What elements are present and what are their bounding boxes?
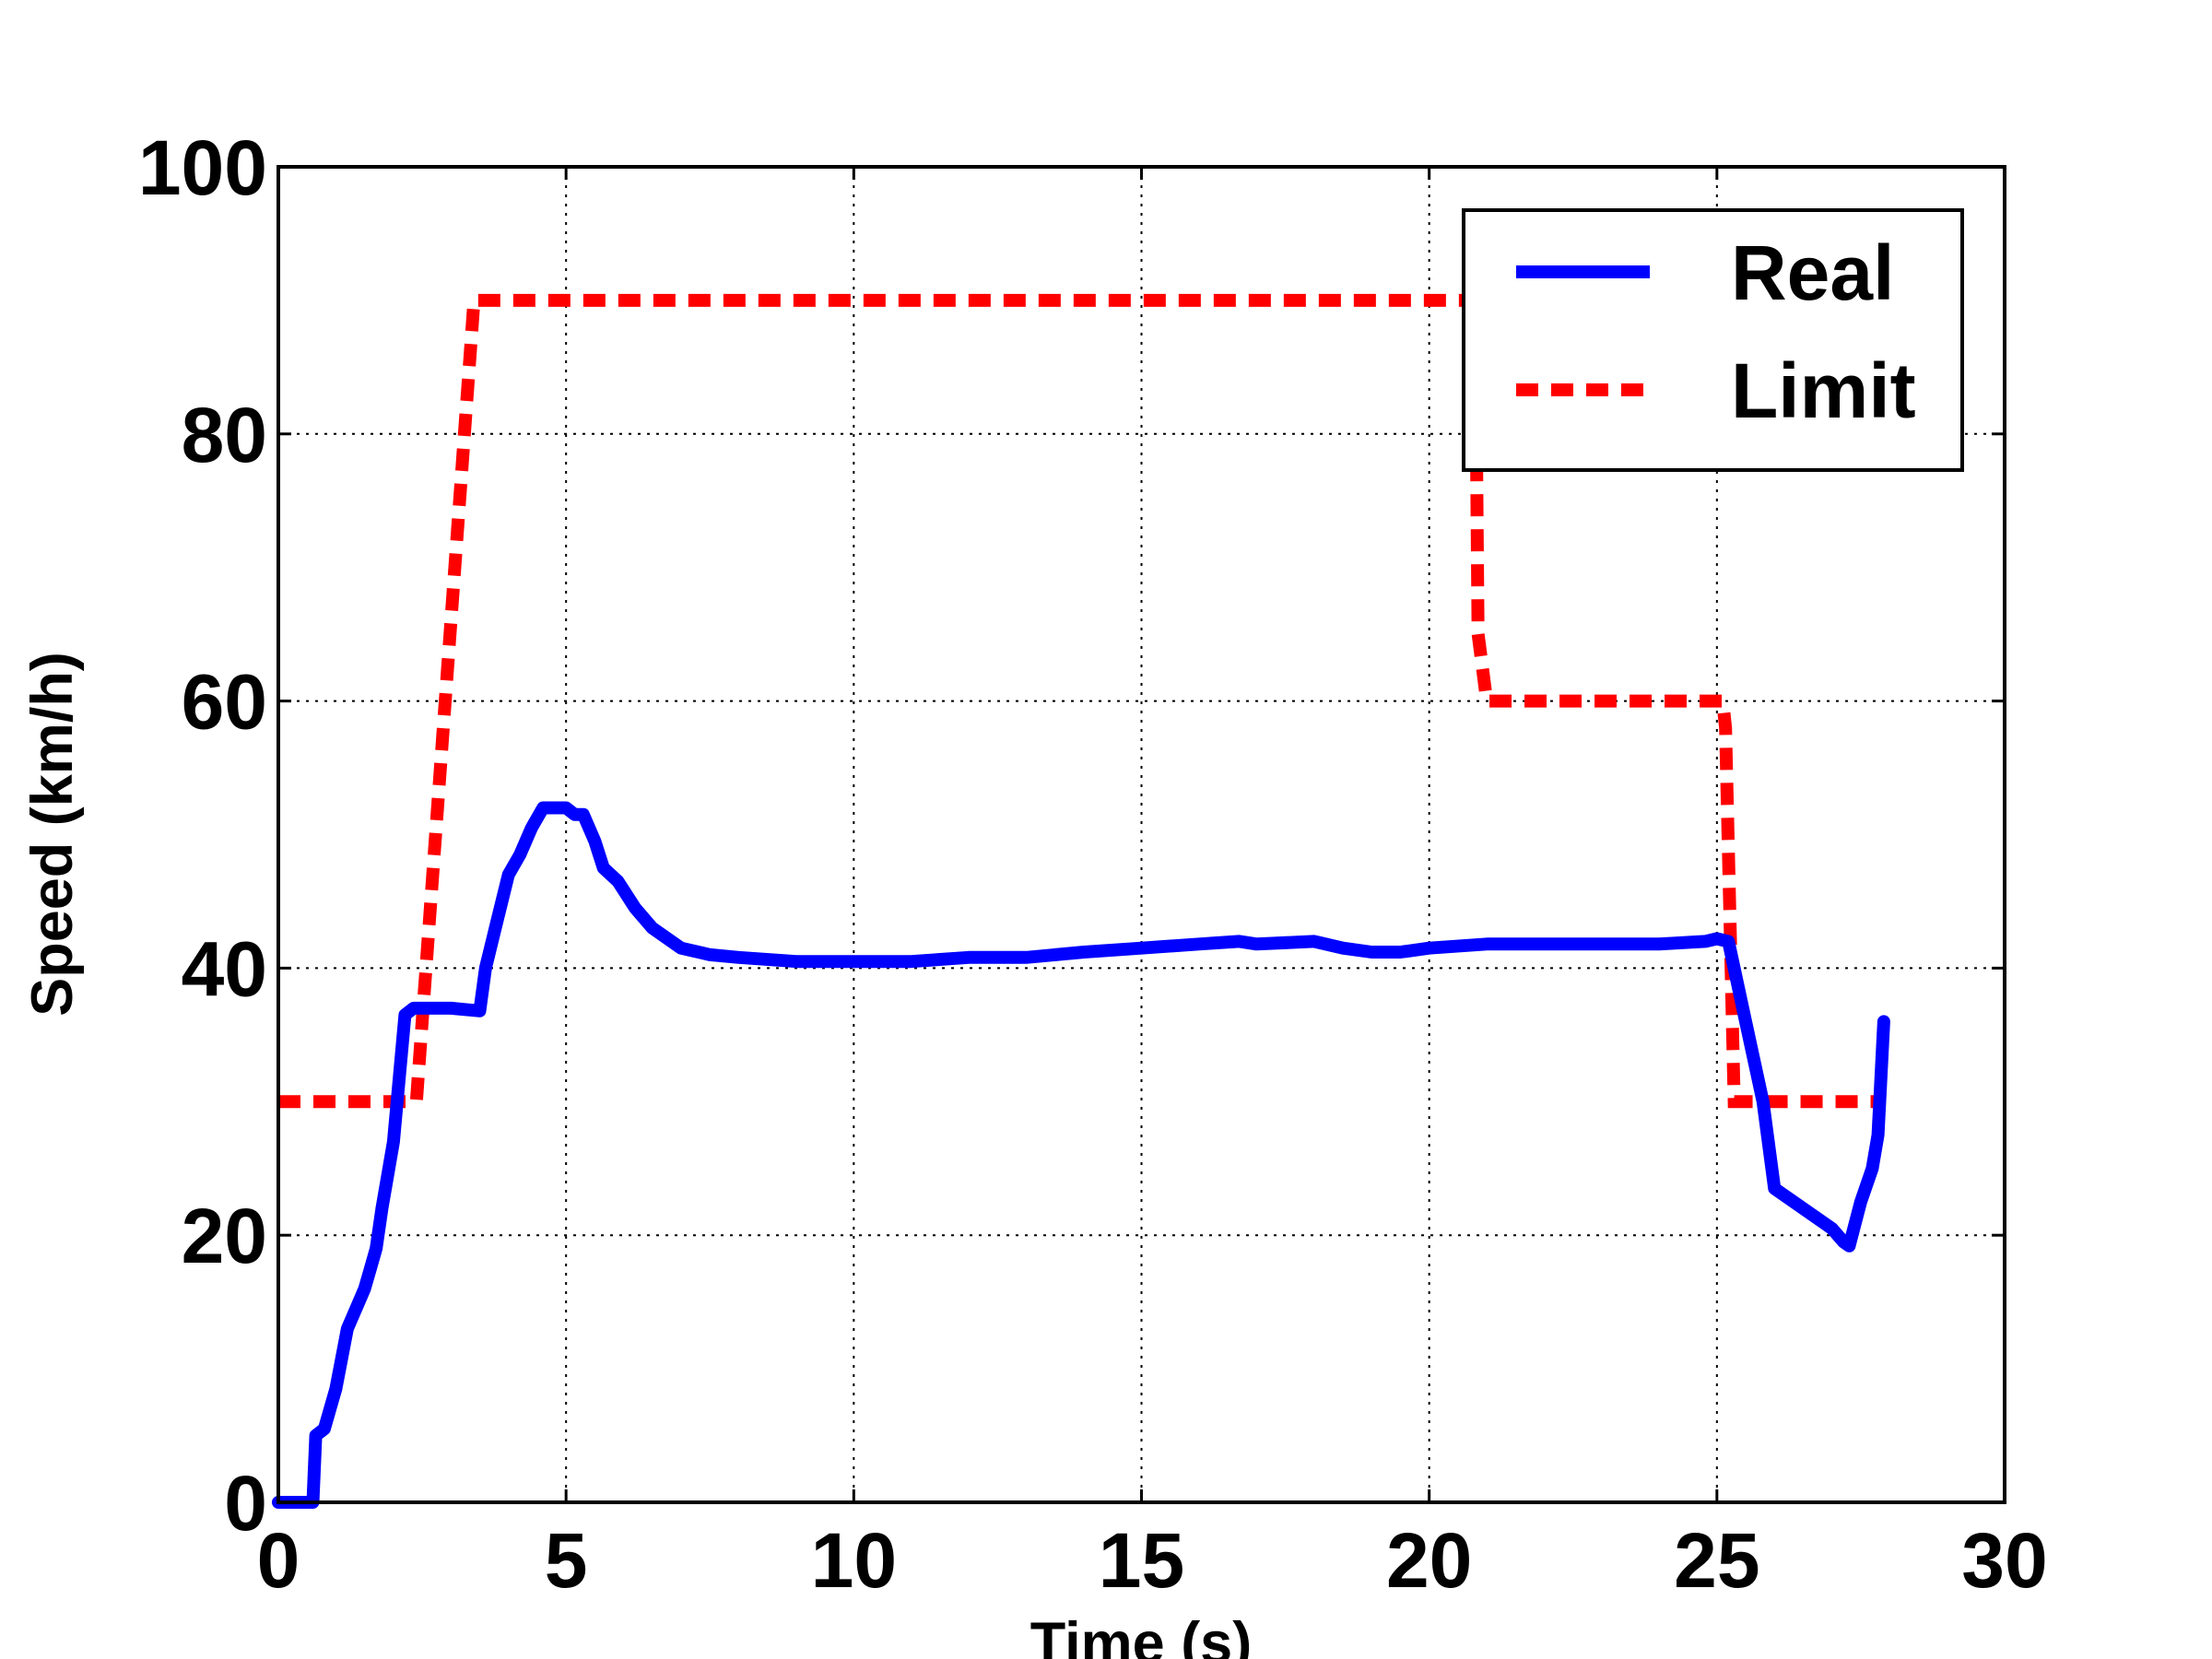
y-tick-label: 0 — [224, 1460, 267, 1547]
x-tick-labels: 0 5 10 15 20 25 30 — [257, 1517, 2048, 1604]
x-tick-label: 15 — [1099, 1517, 1184, 1604]
y-axis-title: Speed (km/h) — [20, 652, 85, 1017]
x-tick-label: 20 — [1386, 1517, 1472, 1604]
x-tick-label: 0 — [257, 1517, 300, 1604]
x-tick-label: 30 — [1961, 1517, 2047, 1604]
y-tick-label: 20 — [182, 1193, 267, 1279]
legend-box — [1462, 208, 1964, 472]
y-tick-label: 60 — [182, 659, 267, 746]
legend-label-real: Real — [1731, 229, 1894, 316]
legend: Real Limit — [1462, 208, 1964, 472]
x-tick-label: 25 — [1674, 1517, 1759, 1604]
y-tick-labels: 0 20 40 60 80 100 — [138, 124, 267, 1547]
y-tick-label: 40 — [182, 925, 267, 1012]
series-line-limit — [278, 293, 1878, 1109]
series-layer — [272, 293, 1890, 1509]
legend-label-limit: Limit — [1731, 347, 1916, 434]
axis-ticks — [276, 165, 2006, 1504]
y-tick-label: 100 — [138, 124, 267, 211]
x-tick-label: 10 — [811, 1517, 897, 1604]
y-tick-label: 80 — [182, 392, 267, 478]
x-axis-title: Time (s) — [1030, 1611, 1252, 1659]
x-tick-label: 5 — [545, 1517, 588, 1604]
series-line-real — [272, 801, 1890, 1509]
